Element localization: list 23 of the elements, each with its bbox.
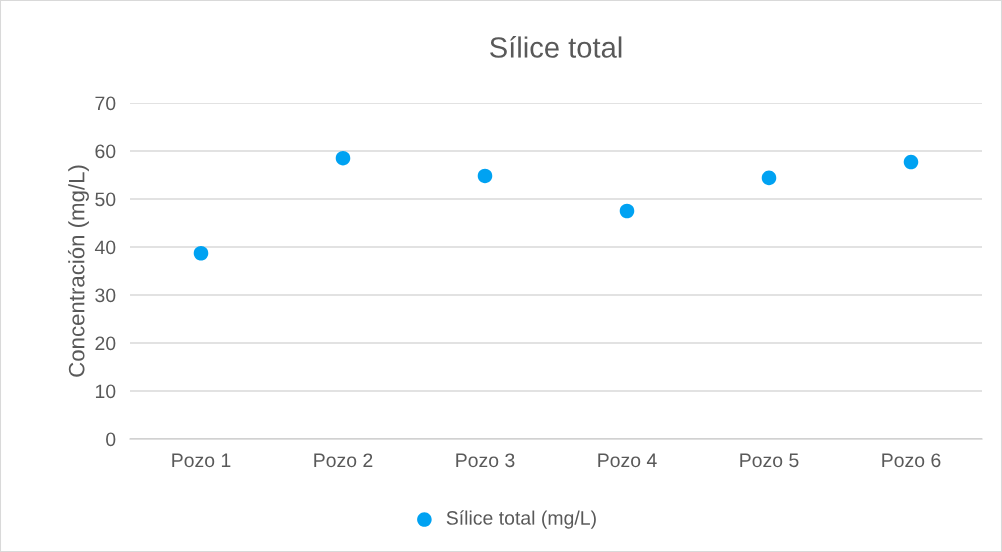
y-tick-label: 10 — [95, 384, 116, 399]
x-tick-label: Pozo 4 — [598, 453, 657, 468]
x-tick-label: Pozo 5 — [740, 453, 799, 468]
y-tick-label: 0 — [106, 432, 116, 447]
y-tick-label: 30 — [95, 288, 116, 303]
x-tick-label: Pozo 6 — [882, 453, 941, 468]
point — [193, 245, 209, 261]
x-tick-label: Pozo 1 — [172, 453, 231, 468]
y-tick-label: 40 — [94, 240, 116, 255]
point — [619, 203, 635, 219]
y-tick-label: 60 — [95, 144, 116, 159]
point — [335, 150, 351, 166]
legend-label: Sílice total (mg/L) — [446, 510, 596, 529]
y-axis-title: Concentración (mg/L) — [67, 165, 89, 377]
y-tick-label: 50 — [95, 192, 116, 207]
x-tick-label: Pozo 2 — [314, 453, 373, 468]
y-tick-label: 70 — [95, 96, 116, 111]
chart-title: Sílice total — [490, 36, 622, 58]
y-tick-label: 20 — [95, 336, 116, 351]
point — [761, 170, 777, 186]
point — [903, 154, 919, 170]
x-tick-label: Pozo 3 — [456, 453, 515, 468]
point — [477, 168, 493, 184]
